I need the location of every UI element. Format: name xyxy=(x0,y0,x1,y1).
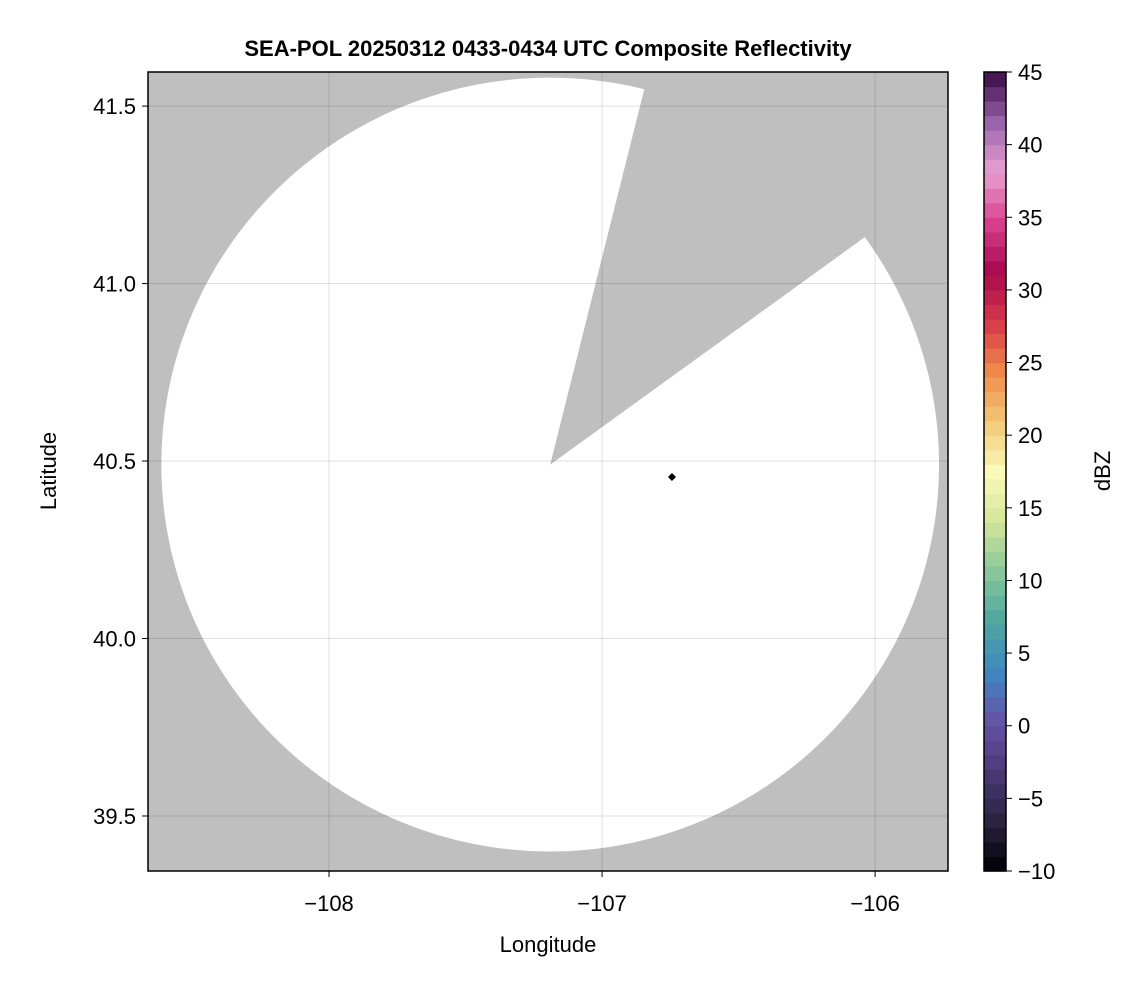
colorbar-segment xyxy=(984,435,1006,451)
colorbar-segment xyxy=(984,333,1006,349)
colorbar-segment xyxy=(984,101,1006,117)
x-axis-label: Longitude xyxy=(500,932,597,957)
colorbar-segment xyxy=(984,362,1006,378)
colorbar-segment xyxy=(984,391,1006,407)
colorbar-segment xyxy=(984,696,1006,712)
radar-coverage xyxy=(161,77,940,852)
plot-area: −108 −107 −106 39.5 40.0 40.5 41.0 41.5 xyxy=(93,71,949,916)
colorbar-segment xyxy=(984,725,1006,741)
colorbar-segment xyxy=(984,609,1006,625)
colorbar-segment xyxy=(984,464,1006,480)
colorbar-tick-label: −5 xyxy=(1018,786,1043,811)
colorbar-segment xyxy=(984,188,1006,204)
y-tick-label: 39.5 xyxy=(93,804,136,829)
colorbar-segment xyxy=(984,507,1006,523)
y-tick-label: 41.0 xyxy=(93,272,136,297)
colorbar-segment xyxy=(984,638,1006,654)
colorbar-tick-label: 45 xyxy=(1018,60,1042,85)
colorbar-segment xyxy=(984,551,1006,567)
colorbar-segment xyxy=(984,565,1006,582)
colorbar-segment xyxy=(984,144,1006,160)
colorbar: −10 −5 0 5 10 15 20 25 30 35 40 45 xyxy=(983,60,1055,884)
colorbar-segment xyxy=(984,231,1006,247)
colorbar-segment xyxy=(984,812,1006,829)
colorbar-segment xyxy=(984,318,1006,335)
colorbar-segment xyxy=(984,682,1006,698)
colorbar-segment xyxy=(984,624,1006,640)
colorbar-segment xyxy=(984,348,1006,364)
colorbar-segment xyxy=(984,827,1006,843)
colorbar-segment xyxy=(984,159,1006,175)
colorbar-tick-label: 35 xyxy=(1018,205,1042,230)
colorbar-segment xyxy=(984,377,1006,393)
colorbar-segment xyxy=(984,769,1006,785)
colorbar-segment xyxy=(984,420,1006,436)
colorbar-frame xyxy=(983,71,1007,872)
colorbar-tick-label: −10 xyxy=(1018,859,1055,884)
colorbar-label: dBZ xyxy=(1090,451,1115,491)
colorbar-segment xyxy=(984,478,1006,494)
x-tick-label: −106 xyxy=(850,891,900,916)
y-tick-label: 41.5 xyxy=(93,94,136,119)
colorbar-segment xyxy=(984,754,1006,770)
colorbar-segment xyxy=(984,173,1006,189)
colorbar-segment xyxy=(984,217,1006,233)
colorbar-segment xyxy=(984,841,1006,858)
colorbar-segment xyxy=(984,260,1006,276)
x-tick-label: −108 xyxy=(304,891,354,916)
colorbar-segment xyxy=(984,580,1006,596)
colorbar-segment xyxy=(984,798,1006,814)
colorbar-tick-label: 20 xyxy=(1018,423,1042,448)
colorbar-tick-label: 15 xyxy=(1018,496,1042,521)
colorbar-tick-label: 40 xyxy=(1018,133,1042,158)
y-tick-label: 40.5 xyxy=(93,449,136,474)
colorbar-tick-label: 0 xyxy=(1018,714,1030,739)
colorbar-tick-label: 30 xyxy=(1018,278,1042,303)
colorbar-segment xyxy=(984,130,1006,146)
colorbar-tick-label: 10 xyxy=(1018,568,1042,593)
colorbar-segment xyxy=(984,289,1006,306)
colorbar-segment xyxy=(984,711,1006,727)
colorbar-segment xyxy=(984,740,1006,756)
colorbar-segment xyxy=(984,304,1006,320)
colorbar-segment xyxy=(984,856,1006,872)
colorbar-tick-label: 5 xyxy=(1018,641,1030,666)
colorbar-segment xyxy=(984,246,1006,262)
colorbar-segment xyxy=(984,86,1006,102)
colorbar-segment xyxy=(984,783,1006,799)
x-tick-label: −107 xyxy=(577,891,627,916)
colorbar-segment xyxy=(984,653,1006,669)
colorbar-segment xyxy=(984,493,1006,509)
colorbar-segment xyxy=(984,449,1006,465)
plot-frame xyxy=(147,71,949,872)
location-marker xyxy=(667,473,676,482)
colorbar-segment xyxy=(984,667,1006,683)
y-axis-label: Latitude xyxy=(36,432,61,510)
colorbar-segment xyxy=(984,202,1006,218)
colorbar-segment xyxy=(984,406,1006,422)
chart-title: SEA-POL 20250312 0433-0434 UTC Composite… xyxy=(244,36,852,61)
colorbar-segment xyxy=(984,522,1006,538)
colorbar-segment xyxy=(984,536,1006,552)
colorbar-segment xyxy=(984,275,1006,291)
colorbar-segment xyxy=(984,72,1006,88)
colorbar-tick-label: 25 xyxy=(1018,351,1042,376)
colorbar-segment xyxy=(984,594,1006,611)
colorbar-segment xyxy=(984,115,1006,131)
y-tick-label: 40.0 xyxy=(93,627,136,652)
